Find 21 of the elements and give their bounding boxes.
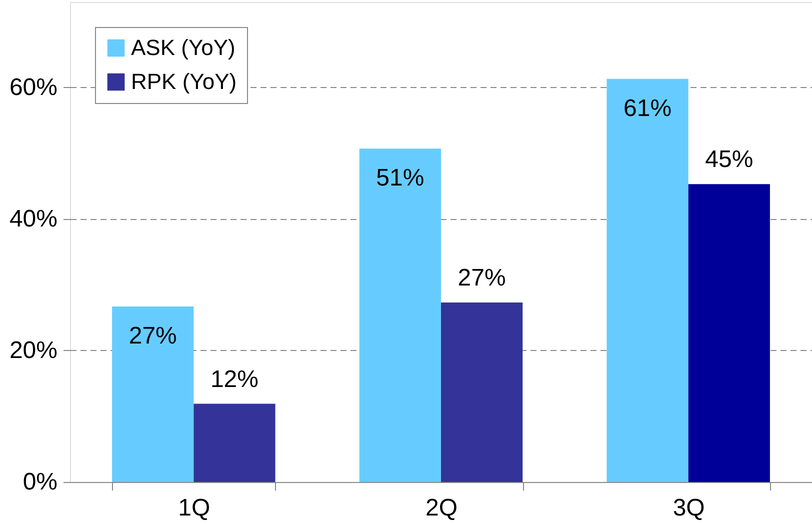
bar xyxy=(194,404,276,482)
y-tick-label: 40% xyxy=(9,205,58,232)
data-label: 27% xyxy=(128,322,177,350)
bar xyxy=(688,184,770,482)
x-tick-label: 2Q xyxy=(425,494,458,522)
legend-label: RPK (YoY) xyxy=(131,69,237,94)
data-label: 12% xyxy=(210,366,258,393)
data-label: 61% xyxy=(624,94,672,122)
bar xyxy=(606,78,688,482)
y-tick-label: 20% xyxy=(9,336,58,364)
data-label: 51% xyxy=(376,164,424,192)
y-tick-label: 0% xyxy=(22,468,58,496)
data-label: 27% xyxy=(458,264,506,292)
data-label: 45% xyxy=(705,146,754,174)
bar xyxy=(112,306,194,482)
bar xyxy=(359,148,441,482)
x-tick-label: 3Q xyxy=(672,494,705,522)
y-tick-label: 60% xyxy=(9,74,58,101)
x-tick-label: 1Q xyxy=(178,494,210,522)
legend-label: ASK (YoY) xyxy=(131,35,236,60)
bar xyxy=(441,302,523,482)
